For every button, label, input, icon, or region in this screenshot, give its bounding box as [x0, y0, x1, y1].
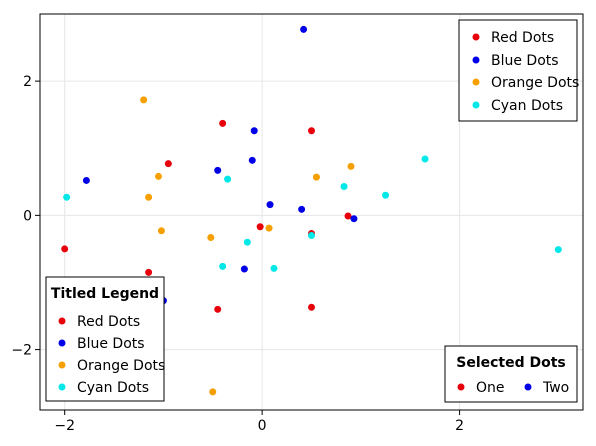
- point-red-dots-6: [308, 127, 315, 135]
- legend-top-right-marker-blue: [472, 56, 480, 64]
- point-orange-dots-1: [145, 193, 153, 201]
- legend-bottom-right: Selected Dots One Two: [444, 345, 578, 403]
- legend-top-right-label-blue: Blue Dots: [491, 53, 559, 69]
- point-cyan-dots-2: [224, 175, 232, 183]
- tick-label-y-2: 2: [23, 74, 32, 90]
- point-red-dots-8: [308, 303, 315, 311]
- legend-bottom-left-title: Titled Legend: [51, 286, 159, 302]
- legend-bottom-left-marker-orange: [58, 361, 66, 369]
- tick-label-x-0: −2: [54, 418, 75, 434]
- point-blue-dots-0: [82, 176, 90, 184]
- legend-bottom-right-box: [444, 345, 578, 403]
- point-cyan-dots-1: [219, 262, 227, 270]
- point-blue-dots-3: [240, 265, 248, 273]
- point-orange-dots-7: [312, 173, 320, 181]
- point-cyan-dots-8: [421, 155, 429, 163]
- point-blue-dots-6: [266, 201, 274, 209]
- point-blue-dots-5: [250, 127, 258, 135]
- legend-bottom-left-label-orange: Orange Dots: [77, 358, 165, 374]
- legend-bottom-right-marker-two: [524, 383, 532, 391]
- legend-top-right-label-cyan: Cyan Dots: [491, 98, 563, 114]
- point-cyan-dots-3: [243, 238, 251, 246]
- legend-bottom-left-marker-cyan: [58, 383, 66, 391]
- legend-bottom-left-label-blue: Blue Dots: [77, 336, 145, 352]
- point-orange-dots-2: [154, 172, 162, 180]
- legend-bottom-left-box: [45, 276, 165, 402]
- point-red-dots-0: [61, 245, 69, 253]
- legend-top-right-label-orange: Orange Dots: [491, 75, 579, 91]
- point-blue-dots-9: [350, 215, 358, 223]
- point-orange-dots-4: [207, 234, 215, 242]
- legend-bottom-left-label-cyan: Cyan Dots: [77, 380, 149, 396]
- axis-ticks: −2 0 2 −2 0 2: [11, 74, 464, 434]
- point-orange-dots-8: [347, 162, 355, 170]
- point-orange-dots-3: [157, 227, 165, 235]
- legend-bottom-right-label-two: Two: [542, 380, 569, 396]
- legend-top-right: Red Dots Blue Dots Orange Dots Cyan Dots: [458, 19, 579, 122]
- legend-bottom-left-marker-red: [58, 317, 66, 325]
- legend-top-right-marker-cyan: [472, 101, 480, 109]
- point-red-dots-1: [145, 268, 153, 276]
- point-blue-dots-2: [214, 166, 222, 174]
- legend-bottom-left: Titled Legend Red Dots Blue Dots Orange …: [45, 276, 165, 402]
- point-cyan-dots-9: [554, 246, 562, 254]
- point-orange-dots-6: [265, 224, 273, 232]
- point-cyan-dots-6: [340, 182, 348, 190]
- point-orange-dots-0: [140, 96, 148, 104]
- point-red-dots-3: [214, 305, 222, 313]
- point-cyan-dots-5: [308, 231, 315, 239]
- plot-frame: [39, 13, 584, 411]
- tick-label-y-1: 0: [23, 208, 32, 224]
- point-red-dots-9: [344, 212, 352, 220]
- point-cyan-dots-4: [270, 264, 278, 272]
- point-blue-dots-7: [298, 205, 306, 213]
- legend-top-right-label-red: Red Dots: [491, 30, 554, 46]
- tick-label-y-0: −2: [11, 343, 32, 359]
- point-orange-dots-5: [209, 388, 217, 396]
- point-blue-dots-8: [300, 25, 308, 33]
- point-cyan-dots-0: [63, 193, 71, 201]
- legend-bottom-right-marker-one: [457, 383, 465, 391]
- point-cyan-dots-7: [382, 191, 390, 199]
- legend-bottom-left-marker-blue: [58, 339, 66, 347]
- tick-label-x-2: 2: [455, 418, 464, 434]
- point-blue-dots-4: [248, 156, 256, 164]
- legend-bottom-right-title: Selected Dots: [456, 355, 566, 371]
- point-red-dots-5: [256, 223, 264, 231]
- legend-bottom-right-label-one: One: [476, 380, 505, 396]
- legend-top-right-marker-red: [472, 33, 480, 41]
- point-red-dots-4: [219, 119, 227, 127]
- legend-bottom-left-label-red: Red Dots: [77, 314, 140, 330]
- point-red-dots-2: [164, 160, 172, 168]
- tick-label-x-1: 0: [258, 418, 267, 434]
- legend-top-right-marker-orange: [472, 78, 480, 86]
